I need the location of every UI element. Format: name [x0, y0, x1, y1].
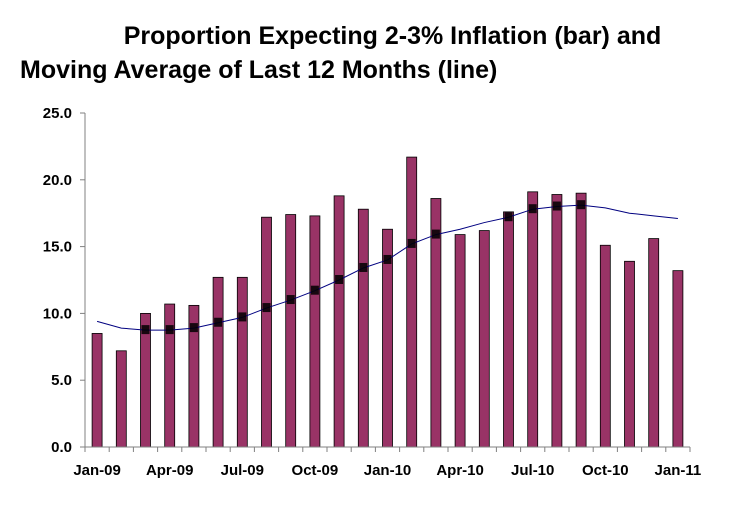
chart-title-line2: Moving Average of Last 12 Months (line) — [20, 56, 498, 84]
bar — [599, 244, 611, 448]
bar — [551, 194, 563, 448]
x-tick-label: Jan-10 — [364, 462, 412, 479]
moving-average-point — [359, 262, 368, 272]
moving-average-point — [335, 275, 344, 284]
moving-average-point — [552, 201, 561, 211]
bar — [212, 276, 224, 448]
bar — [503, 211, 514, 448]
x-tick-label: Jan-09 — [73, 462, 121, 479]
x-tick-label: Oct-10 — [582, 462, 629, 479]
bar — [115, 350, 127, 448]
bar — [285, 214, 297, 448]
moving-average-point — [504, 212, 513, 222]
bar — [91, 333, 103, 448]
moving-average-point — [262, 303, 271, 313]
bar — [454, 234, 466, 448]
x-tick-label: Apr-10 — [436, 462, 484, 479]
x-tick-label: Jan-11 — [655, 462, 702, 479]
moving-average-point — [141, 325, 150, 335]
moving-average-point — [528, 204, 537, 214]
bar — [309, 215, 321, 448]
moving-average-point — [431, 229, 440, 239]
moving-average-point — [165, 325, 174, 335]
bar — [357, 208, 369, 448]
x-tick-label: Jul-10 — [511, 462, 554, 479]
y-tick-label: 0.0 — [51, 439, 72, 456]
bar — [261, 216, 272, 448]
bar — [236, 276, 248, 448]
bar — [672, 270, 684, 448]
x-tick-label: Apr-09 — [146, 462, 194, 479]
bar — [478, 230, 490, 448]
moving-average-point — [286, 295, 295, 305]
moving-average-point — [383, 254, 392, 264]
moving-average-point — [577, 200, 586, 210]
chart-title-line1: Proportion Expecting 2-3% Inflation (bar… — [123, 22, 662, 50]
moving-average-point — [238, 312, 247, 322]
x-tick-label: Jul-09 — [221, 462, 264, 479]
bar — [624, 260, 635, 448]
bar — [527, 191, 539, 448]
y-tick-label: 25.0 — [43, 105, 72, 122]
bar — [406, 156, 418, 448]
moving-average-point — [407, 238, 416, 248]
moving-average-point — [214, 317, 223, 327]
y-tick-label: 15.0 — [43, 239, 72, 256]
bar — [333, 195, 345, 448]
moving-average-point — [310, 285, 319, 295]
moving-average-point — [189, 323, 198, 333]
bar — [575, 192, 587, 448]
bar — [648, 238, 660, 448]
y-tick-label: 10.0 — [43, 305, 72, 322]
x-tick-label: Oct-09 — [292, 462, 339, 479]
y-tick-label: 5.0 — [51, 372, 72, 389]
y-tick-label: 20.0 — [43, 172, 72, 189]
